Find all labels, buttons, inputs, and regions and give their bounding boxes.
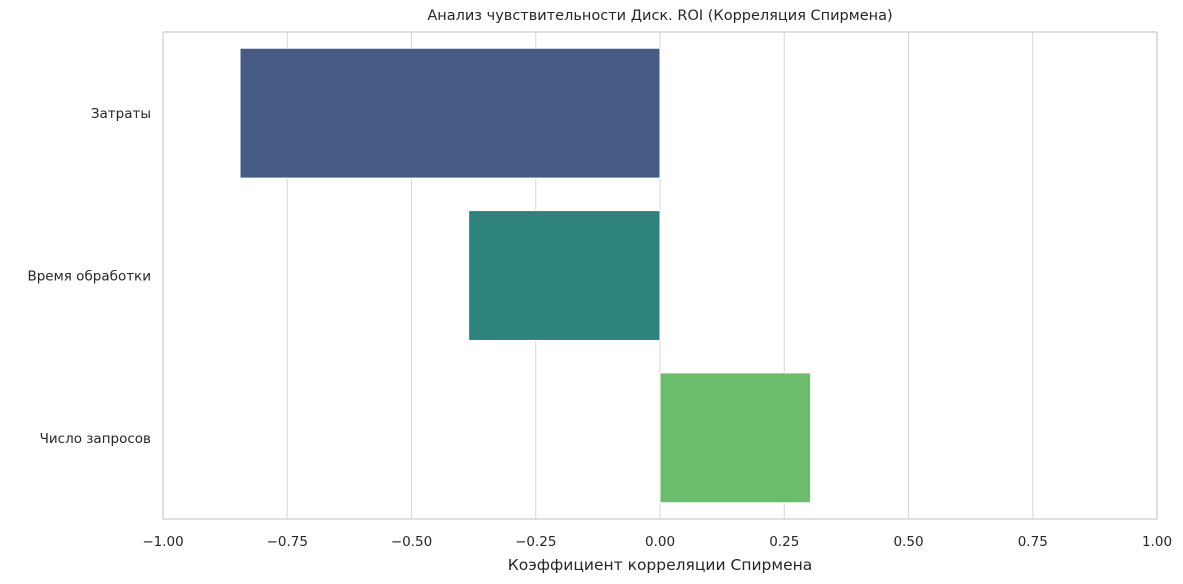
x-tick-label: −1.00: [142, 534, 183, 550]
x-tick-label: −0.50: [391, 534, 432, 550]
x-tick-label: −0.75: [267, 534, 308, 550]
x-tick-label: 1.00: [1142, 534, 1172, 550]
x-tick-labels: −1.00 −0.75 −0.50 −0.25 0.00 0.25 0.50 0.75 1.00: [142, 534, 1172, 550]
x-tick-label: −0.25: [515, 534, 556, 550]
chart-title: Анализ чувствительности Диск. ROI (Корре…: [427, 8, 893, 24]
y-category-labels: Затраты Время обработки Число запросов: [27, 106, 151, 447]
bar: [468, 210, 661, 341]
x-tick-label: 0.25: [769, 534, 799, 550]
y-category-label: Число запросов: [40, 431, 151, 447]
x-axis-label: Коэффициент корреляции Спирмена: [508, 556, 812, 574]
x-tick-label: 0.50: [893, 534, 923, 550]
bar: [659, 372, 812, 504]
bar: [239, 47, 661, 179]
plot-frame: [162, 31, 1158, 520]
bars: [239, 47, 812, 504]
y-category-label: Затраты: [91, 106, 151, 122]
y-category-label: Время обработки: [27, 269, 151, 285]
x-tick-label: 0.00: [645, 534, 675, 550]
x-tick-label: 0.75: [1018, 534, 1048, 550]
